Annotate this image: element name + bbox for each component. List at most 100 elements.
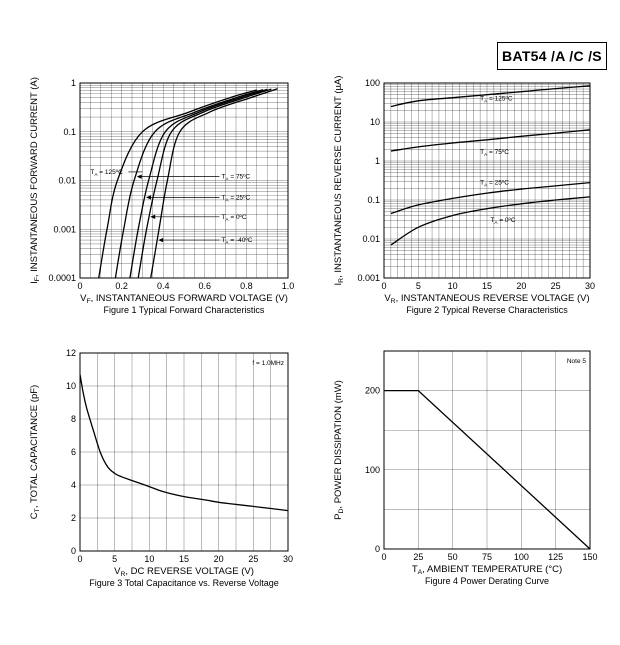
leader-arrowhead <box>158 237 164 243</box>
x-axis-label: VF, INSTANTANEOUS FORWARD VOLTAGE (V) <box>80 293 288 305</box>
y-tick-label: 10 <box>66 381 76 391</box>
series-line-1 <box>384 389 591 550</box>
x-tick-label: 0.6 <box>199 281 212 291</box>
x-tick-label: 0 <box>77 554 82 564</box>
leader-arrowhead <box>146 195 152 200</box>
x-tick-label: 10 <box>448 281 458 291</box>
series-line-5 <box>150 88 278 279</box>
plot-frame <box>383 82 591 279</box>
part-number-box: BAT54 /A /C /S <box>497 42 607 70</box>
y-tick-label: 10 <box>370 117 380 127</box>
y-tick-label: 0.001 <box>357 273 380 283</box>
x-tick-label: 25 <box>413 552 423 562</box>
y-axis-label: IF, INSTANTANEOUS FORWARD CURRENT (A) <box>29 77 41 284</box>
x-tick-label: 50 <box>448 552 458 562</box>
y-tick-label: 1 <box>375 156 380 166</box>
y-axis-label: PD, POWER DISSIPATION (mW) <box>333 380 345 520</box>
series-line-3 <box>390 181 591 215</box>
y-tick-label: 0.0001 <box>48 273 76 283</box>
x-axis-label: TA, AMBIENT TEMPERATURE (°C) <box>412 564 562 576</box>
chart-note: Note 5 <box>567 358 587 365</box>
x-tick-label: 150 <box>582 552 597 562</box>
temperature-label: TA = 75ºC <box>480 149 509 157</box>
x-tick-label: 0.4 <box>157 281 170 291</box>
chart-fig1: 0 0.2 0.4 0.6 0.8 1.0 0.0001 0.001 0.01 0.1 1 VF, I… <box>29 77 294 315</box>
x-tick-label: 0 <box>381 552 386 562</box>
part-number-label: BAT54 /A /C /S <box>502 48 602 64</box>
x-tick-label: 0.2 <box>115 281 128 291</box>
x-tick-label: 15 <box>179 554 189 564</box>
temperature-label: TA = 0ºC <box>221 214 246 222</box>
temperature-label: TA = -40ºC <box>221 237 252 245</box>
y-tick-label: 200 <box>365 386 380 396</box>
x-tick-label: 30 <box>585 281 595 291</box>
gridlines <box>383 350 591 550</box>
series-line-2 <box>114 89 264 279</box>
chart-fig3: 0 5 10 15 20 25 30 0 2 4 6 8 10 12 VR, DC REVERSE VOLT… <box>29 348 293 588</box>
x-tick-label: 10 <box>144 554 154 564</box>
x-tick-label: 20 <box>214 554 224 564</box>
x-tick-label: 25 <box>248 554 258 564</box>
figure-caption: Figure 4 Power Derating Curve <box>425 576 549 586</box>
temperature-label: TA = 125ºC <box>90 169 123 177</box>
x-tick-label: 125 <box>548 552 563 562</box>
series-line-1 <box>390 85 591 108</box>
temperature-label: TA = 25ºC <box>480 180 509 188</box>
temperature-label: TA = 0ºC <box>490 217 515 225</box>
gridlines <box>79 83 289 279</box>
chart-note: f = 1.0MHz <box>252 360 284 367</box>
x-tick-label: 20 <box>516 281 526 291</box>
y-tick-label: 2 <box>71 513 76 523</box>
series-line-1 <box>98 89 257 279</box>
x-tick-label: 25 <box>551 281 561 291</box>
y-tick-label: 1 <box>71 78 76 88</box>
y-tick-label: 0.01 <box>362 234 380 244</box>
plot-frame <box>383 350 591 550</box>
y-tick-label: 0.1 <box>367 195 380 205</box>
chart-fig4: 0 25 50 75 100 125 150 0 100 200 TA, AMBIENT TEMPE… <box>333 350 598 586</box>
x-tick-label: 0.8 <box>240 281 253 291</box>
y-axis-label: IR, INSTANTANEOUS REVERSE CURRENT (µA) <box>333 76 345 286</box>
x-axis-label: VR, INSTANTANEOUS REVERSE VOLTAGE (V) <box>384 293 589 305</box>
y-tick-label: 8 <box>71 414 76 424</box>
series-line-4 <box>390 196 591 246</box>
series-line-2 <box>390 129 591 152</box>
x-tick-label: 5 <box>112 554 117 564</box>
y-tick-label: 0.01 <box>58 176 76 186</box>
y-tick-label: 100 <box>365 78 380 88</box>
y-tick-label: 6 <box>71 447 76 457</box>
x-tick-label: 0 <box>77 281 82 291</box>
x-tick-label: 0 <box>381 281 386 291</box>
plot-frame <box>79 82 289 279</box>
y-tick-label: 0.1 <box>63 127 76 137</box>
figure-caption: Figure 2 Typical Reverse Characteristics <box>406 305 568 315</box>
figure-caption: Figure 1 Typical Forward Characteristics <box>104 305 265 315</box>
y-tick-label: 100 <box>365 465 380 475</box>
temperature-label: TA = 125ºC <box>480 96 513 104</box>
x-tick-label: 15 <box>482 281 492 291</box>
y-axis-label: CT, TOTAL CAPACITANCE (pF) <box>29 385 41 519</box>
x-axis-label: VR, DC REVERSE VOLTAGE (V) <box>114 566 254 578</box>
y-tick-label: 0 <box>375 544 380 554</box>
series-line-4 <box>137 88 272 279</box>
chart-fig2: 0 5 10 15 20 25 30 0.001 0.01 0.1 1 10 100 VR, INSTAN… <box>333 76 595 315</box>
y-tick-label: 4 <box>71 480 76 490</box>
x-tick-label: 100 <box>514 552 529 562</box>
x-tick-label: 75 <box>482 552 492 562</box>
leader-arrowhead <box>150 214 156 220</box>
temperature-label: TA = 25ºC <box>221 194 250 202</box>
x-tick-label: 5 <box>416 281 421 291</box>
series-line-3 <box>129 88 268 279</box>
temperature-label: TA = 75ºC <box>221 174 250 182</box>
x-tick-label: 30 <box>283 554 293 564</box>
y-tick-label: 0.001 <box>53 224 76 234</box>
gridlines <box>79 352 289 552</box>
y-tick-label: 0 <box>71 546 76 556</box>
series-line-1 <box>79 374 289 512</box>
plot-frame <box>79 352 289 552</box>
y-tick-label: 12 <box>66 348 76 358</box>
x-tick-label: 1.0 <box>282 281 295 291</box>
leader-arrowhead <box>136 174 142 179</box>
figure-caption: Figure 3 Total Capacitance vs. Reverse V… <box>89 578 278 588</box>
